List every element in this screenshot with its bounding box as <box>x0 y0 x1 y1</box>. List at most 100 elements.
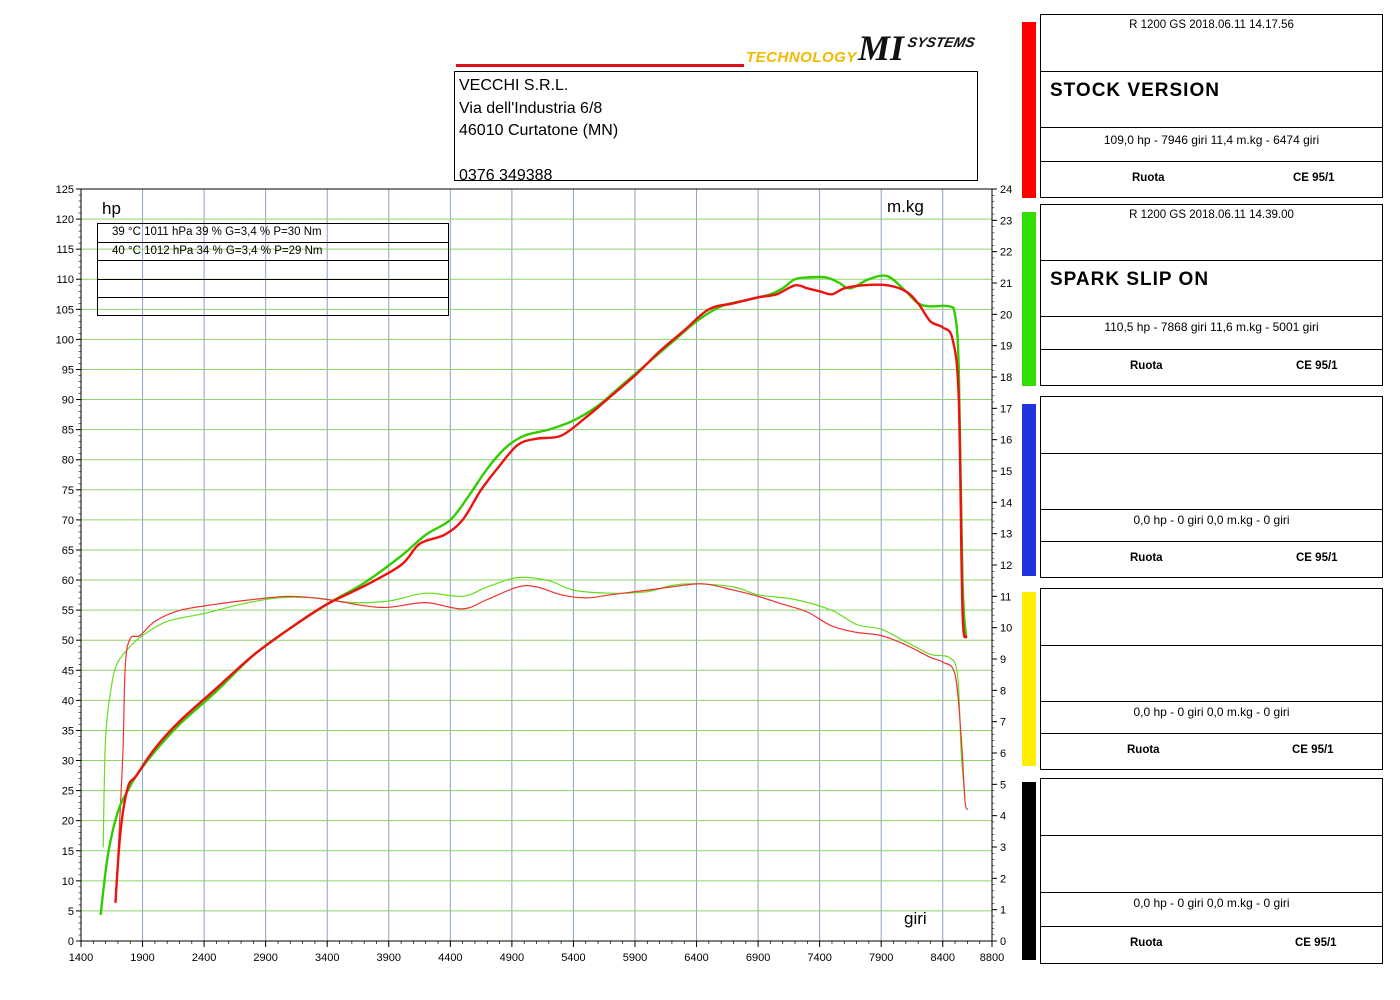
run-panel-4: 0,0 hp - 0 giri 0,0 m.kg - 0 giri Ruota … <box>1022 588 1384 770</box>
x-axis-label-giri: giri <box>904 909 927 928</box>
y2-tick-label: 10 <box>1000 623 1012 635</box>
y-tick-label: 70 <box>62 515 74 527</box>
run-name <box>1041 646 1382 702</box>
y2-axis-label-mkg: m.kg <box>887 197 924 216</box>
y-tick-label: 110 <box>56 274 74 286</box>
address-line: Via dell'Industria 6/8 <box>459 99 603 117</box>
address-box: VECCHI S.R.L. Via dell'Industria 6/8 460… <box>454 71 978 184</box>
y2-tick-label: 1 <box>1000 905 1006 917</box>
y2-tick-label: 4 <box>1000 811 1006 823</box>
y2-tick-label: 17 <box>1000 403 1012 415</box>
y-tick-label: 125 <box>56 184 74 196</box>
y-tick-label: 55 <box>62 605 74 617</box>
address-line: VECCHI S.R.L. <box>459 77 569 94</box>
y2-tick-label: 8 <box>1000 685 1006 697</box>
plot-frame <box>80 188 993 942</box>
y2-tick-label: 18 <box>1000 372 1012 384</box>
run-color-stripe <box>1022 592 1036 766</box>
y-tick-label: 5 <box>68 906 74 918</box>
logo-technology-text: TECHNOLOGY <box>746 49 857 66</box>
run-result: 109,0 hp - 7946 giri 11,4 m.kg - 6474 gi… <box>1041 128 1382 162</box>
y-tick-label: 65 <box>62 545 74 557</box>
run-footer-right: CE 95/1 <box>1296 552 1338 564</box>
run-footer-right: CE 95/1 <box>1295 937 1337 949</box>
conditions-row <box>98 298 448 317</box>
x-tick-label: 6400 <box>684 952 708 964</box>
conditions-table: 39 °C 1011 hPa 39 % G=3,4 % P=30 Nm 40 °… <box>97 223 449 316</box>
run-footer-left: Ruota <box>1132 172 1165 184</box>
run-name <box>1041 836 1382 893</box>
y2-tick-label: 9 <box>1000 654 1006 666</box>
run-name: STOCK VERSION <box>1041 72 1382 128</box>
run-color-stripe <box>1022 782 1036 960</box>
y2-tick-label: 15 <box>1000 466 1012 478</box>
y2-tick-label: 12 <box>1000 560 1012 572</box>
x-tick-label: 8400 <box>931 952 955 964</box>
y2-tick-label: 11 <box>1000 591 1011 603</box>
run-footer-left: Ruota <box>1127 744 1160 756</box>
y-tick-label: 0 <box>68 936 74 948</box>
y-tick-label: 60 <box>62 575 74 587</box>
y2-tick-label: 7 <box>1000 717 1006 729</box>
x-tick-label: 7900 <box>869 952 893 964</box>
run-model <box>1041 397 1382 454</box>
run-footer: Ruota CE 95/1 <box>1041 927 1382 963</box>
x-tick-label: 3900 <box>377 952 401 964</box>
power-line-stock-version <box>114 283 968 904</box>
run-footer-right: CE 95/1 <box>1293 172 1335 184</box>
logo-mi-text: MI <box>858 28 905 68</box>
y-tick-label: 10 <box>62 876 74 888</box>
y2-tick-label: 20 <box>1000 309 1012 321</box>
y-tick-label: 115 <box>56 244 74 256</box>
y-tick-label: 25 <box>62 786 74 798</box>
x-tick-label: 5900 <box>623 952 647 964</box>
y-tick-label: 50 <box>62 635 74 647</box>
conditions-row: 39 °C 1011 hPa 39 % G=3,4 % P=30 Nm <box>98 224 448 243</box>
torque-line-spark-slip-on <box>102 576 966 848</box>
run-color-stripe <box>1022 404 1036 576</box>
x-tick-label: 4400 <box>438 952 462 964</box>
y-tick-label: 30 <box>62 756 74 768</box>
y-tick-label: 95 <box>62 364 74 376</box>
x-tick-label: 4900 <box>500 952 524 964</box>
y2-tick-label: 24 <box>1000 184 1012 196</box>
y-tick-label: 105 <box>56 304 74 316</box>
run-footer-left: Ruota <box>1130 937 1163 949</box>
y2-tick-label: 16 <box>1000 435 1012 447</box>
run-model <box>1041 779 1382 836</box>
x-tick-label: 8800 <box>980 952 1004 964</box>
y-tick-label: 100 <box>56 334 74 346</box>
y-tick-label: 15 <box>62 846 74 858</box>
y-tick-label: 75 <box>62 485 74 497</box>
run-footer: Ruota CE 95/1 <box>1041 162 1382 197</box>
logo: TECHNOLOGY MI SYSTEMS <box>456 28 1001 72</box>
address-line: 46010 Curtatone (MN) <box>459 122 619 139</box>
x-tick-label: 2900 <box>253 952 277 964</box>
run-name: SPARK SLIP ON <box>1041 261 1382 317</box>
run-color-stripe <box>1022 212 1036 386</box>
address-line: 0376 349388 <box>459 167 553 184</box>
run-name <box>1041 454 1382 510</box>
y2-tick-label: 3 <box>1000 842 1006 854</box>
run-result: 0,0 hp - 0 giri 0,0 m.kg - 0 giri <box>1041 510 1382 542</box>
x-tick-label: 6900 <box>746 952 770 964</box>
run-footer-left: Ruota <box>1130 552 1163 564</box>
conditions-row: 40 °C 1012 hPa 34 % G=3,4 % P=29 Nm <box>98 243 448 261</box>
run-model: R 1200 GS 2018.06.11 14.39.00 <box>1041 205 1382 261</box>
power-line-spark-slip-on <box>99 274 968 916</box>
y2-tick-label: 21 <box>1000 278 1012 290</box>
run-model <box>1041 589 1382 646</box>
run-panel-3: 0,0 hp - 0 giri 0,0 m.kg - 0 giri Ruota … <box>1022 396 1384 578</box>
y-tick-label: 120 <box>56 214 74 226</box>
run-panel-5: 0,0 hp - 0 giri 0,0 m.kg - 0 giri Ruota … <box>1022 778 1384 964</box>
chart-grid <box>81 189 992 941</box>
torque-line-stock-version <box>117 583 968 857</box>
y2-tick-label: 19 <box>1000 341 1012 353</box>
run-footer: Ruota CE 95/1 <box>1041 542 1382 577</box>
y2-tick-label: 23 <box>1000 215 1012 227</box>
run-result: 0,0 hp - 0 giri 0,0 m.kg - 0 giri <box>1041 702 1382 734</box>
x-tick-label: 3400 <box>315 952 339 964</box>
x-tick-label: 1400 <box>69 952 93 964</box>
y-tick-label: 80 <box>62 455 74 467</box>
